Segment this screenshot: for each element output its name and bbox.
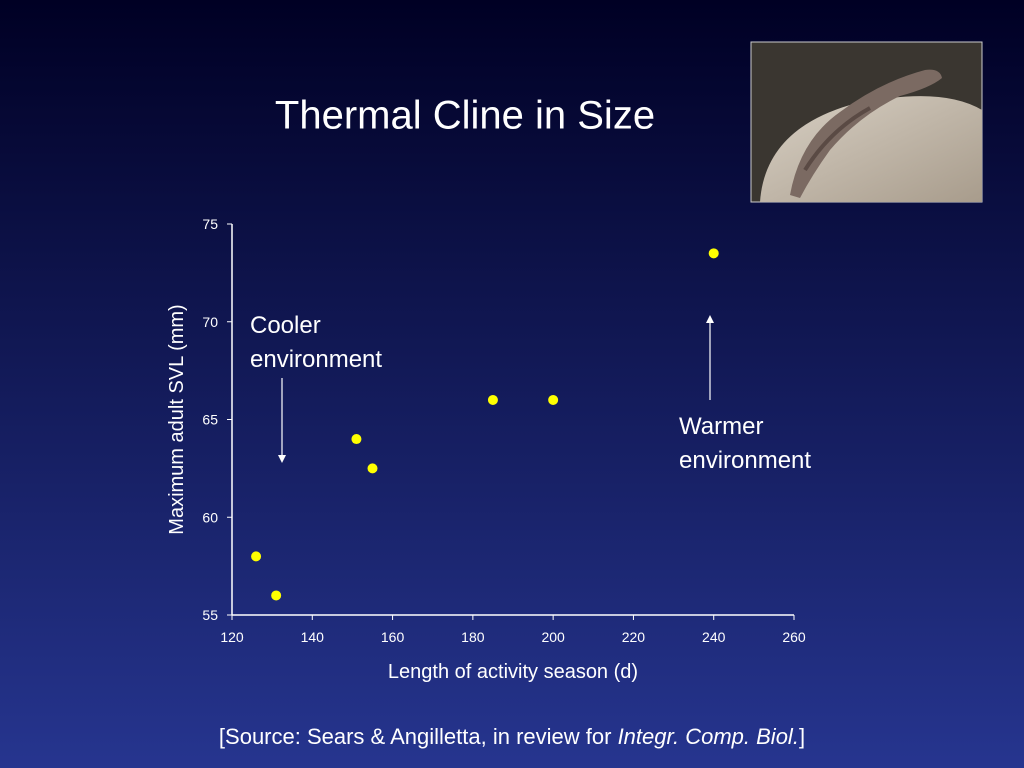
chart-title: Thermal Cline in Size <box>275 94 655 138</box>
source-note: [Source: Sears & Angilletta, in review f… <box>0 724 1024 750</box>
y-tick-label: 60 <box>202 509 218 525</box>
y-tick-label: 55 <box>202 607 218 623</box>
data-point <box>367 463 378 474</box>
annotation: Warmer <box>679 413 763 440</box>
data-point <box>271 590 282 601</box>
plot-area: 120 140 160 180 200 220 240 260 55 60 65 70 75 Length… <box>166 216 811 683</box>
x-tick-label: 200 <box>541 629 565 645</box>
y-tick-label: 65 <box>202 412 218 428</box>
source-text: ] <box>798 724 806 749</box>
x-tick-label: 140 <box>301 629 325 645</box>
source-journal: Integr. Comp. Biol. <box>617 724 799 749</box>
photo <box>750 41 983 203</box>
data-point <box>708 248 719 259</box>
annotation: environment <box>679 447 811 474</box>
y-tick-label: 75 <box>202 216 218 232</box>
x-tick-label: 160 <box>381 629 405 645</box>
annotation: environment <box>250 346 382 373</box>
data-point <box>548 394 559 405</box>
x-tick-label: 220 <box>622 629 646 645</box>
x-axis-label: Length of activity season (d) <box>388 661 638 683</box>
annotation-arrows <box>278 315 714 463</box>
data-point <box>351 434 362 445</box>
x-tick-label: 180 <box>461 629 485 645</box>
y-axis-label: Maximum adult SVL (mm) <box>166 304 188 534</box>
x-tick-label: 260 <box>782 629 806 645</box>
source-text: [Source: Sears & Angilletta, in review f… <box>218 724 618 749</box>
x-tick-label: 120 <box>220 629 244 645</box>
data-point <box>251 551 262 562</box>
x-tick-label: 240 <box>702 629 726 645</box>
y-tick-label: 70 <box>202 314 218 330</box>
annotation: Cooler <box>250 312 321 339</box>
data-point <box>487 394 498 405</box>
